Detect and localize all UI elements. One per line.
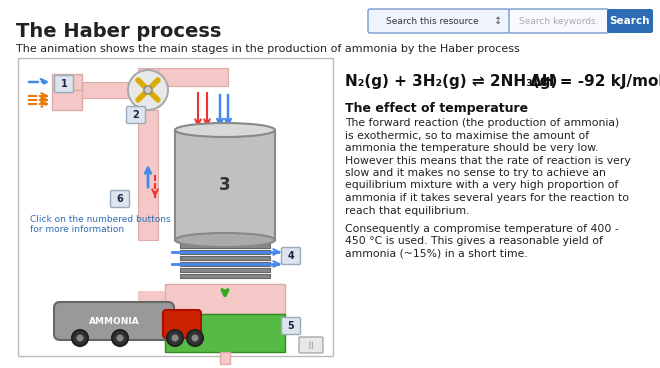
Circle shape	[191, 335, 199, 342]
Bar	[138, 110, 158, 240]
Text: equilibrium mixture with a very high proportion of: equilibrium mixture with a very high pro…	[345, 180, 618, 191]
FancyBboxPatch shape	[127, 106, 145, 124]
Text: ΔH = -92 kJ/mol: ΔH = -92 kJ/mol	[530, 74, 660, 89]
Circle shape	[144, 86, 152, 94]
Text: N₂(g) + 3H₂(g) ⇌ 2NH₃(g): N₂(g) + 3H₂(g) ⇌ 2NH₃(g)	[345, 74, 558, 89]
Bar	[220, 352, 230, 364]
FancyBboxPatch shape	[368, 9, 510, 33]
Text: The animation shows the main stages in the production of ammonia by the Haber pr: The animation shows the main stages in t…	[16, 44, 520, 54]
Text: 2: 2	[133, 110, 139, 120]
Text: 450 °C is used. This gives a reasonable yield of: 450 °C is used. This gives a reasonable …	[345, 237, 603, 247]
Bar	[165, 314, 285, 352]
Circle shape	[117, 335, 123, 342]
Bar	[52, 74, 82, 90]
Bar	[180, 256, 270, 260]
Circle shape	[72, 330, 88, 346]
Circle shape	[172, 335, 178, 342]
Text: Search keywords.: Search keywords.	[519, 17, 599, 25]
Text: Consequently a compromise temperature of 400 -: Consequently a compromise temperature of…	[345, 224, 619, 234]
Text: ↕: ↕	[494, 16, 502, 26]
FancyBboxPatch shape	[282, 248, 300, 265]
FancyBboxPatch shape	[163, 310, 201, 338]
Text: The forward reaction (the production of ammonia): The forward reaction (the production of …	[345, 118, 619, 128]
Bar	[180, 274, 270, 278]
Bar	[18, 58, 333, 356]
Bar	[165, 284, 285, 314]
FancyBboxPatch shape	[299, 337, 323, 353]
Text: The effect of temperature: The effect of temperature	[345, 102, 528, 115]
Bar	[175, 130, 275, 240]
Text: is exothermic, so to maximise the amount of: is exothermic, so to maximise the amount…	[345, 131, 589, 141]
Text: ammonia if it takes several years for the reaction to: ammonia if it takes several years for th…	[345, 193, 629, 203]
Text: ammonia (~15%) in a short time.: ammonia (~15%) in a short time.	[345, 249, 528, 259]
Circle shape	[128, 70, 168, 110]
Bar	[138, 110, 158, 240]
Text: However this means that the rate of reaction is very: However this means that the rate of reac…	[345, 156, 631, 166]
Text: AMMONIA: AMMONIA	[88, 316, 139, 326]
Circle shape	[77, 335, 84, 342]
FancyBboxPatch shape	[607, 9, 653, 33]
Circle shape	[167, 330, 183, 346]
Text: reach that equilibrium.: reach that equilibrium.	[345, 205, 469, 216]
Bar	[158, 68, 228, 86]
Bar	[180, 268, 270, 272]
Text: Click on the numbered buttons: Click on the numbered buttons	[30, 215, 171, 224]
Bar	[138, 68, 158, 90]
Bar	[158, 68, 228, 86]
FancyBboxPatch shape	[55, 75, 73, 92]
Text: Search: Search	[610, 16, 650, 26]
Ellipse shape	[175, 233, 275, 247]
Text: The Haber process: The Haber process	[16, 22, 221, 41]
Text: for more information: for more information	[30, 225, 124, 234]
Bar	[180, 244, 270, 248]
Text: 5: 5	[288, 321, 294, 331]
FancyBboxPatch shape	[54, 302, 174, 340]
Bar	[52, 90, 82, 110]
Text: 4: 4	[288, 251, 294, 261]
Text: 6: 6	[117, 194, 123, 204]
Text: 1: 1	[61, 79, 67, 89]
Circle shape	[112, 330, 128, 346]
Text: ammonia the temperature should be very low.: ammonia the temperature should be very l…	[345, 143, 599, 153]
Bar	[180, 262, 270, 266]
Text: Search this resource: Search this resource	[385, 17, 478, 25]
FancyBboxPatch shape	[110, 191, 129, 208]
Bar	[180, 250, 270, 254]
Bar	[138, 291, 175, 307]
Bar	[82, 82, 128, 98]
Text: 3: 3	[219, 176, 231, 194]
FancyBboxPatch shape	[509, 9, 609, 33]
Bar	[138, 68, 158, 90]
Circle shape	[187, 330, 203, 346]
FancyBboxPatch shape	[282, 318, 300, 335]
Ellipse shape	[175, 123, 275, 137]
Text: slow and it makes no sense to try to achieve an: slow and it makes no sense to try to ach…	[345, 168, 606, 178]
Text: []: []	[308, 342, 314, 348]
Bar	[82, 82, 128, 98]
